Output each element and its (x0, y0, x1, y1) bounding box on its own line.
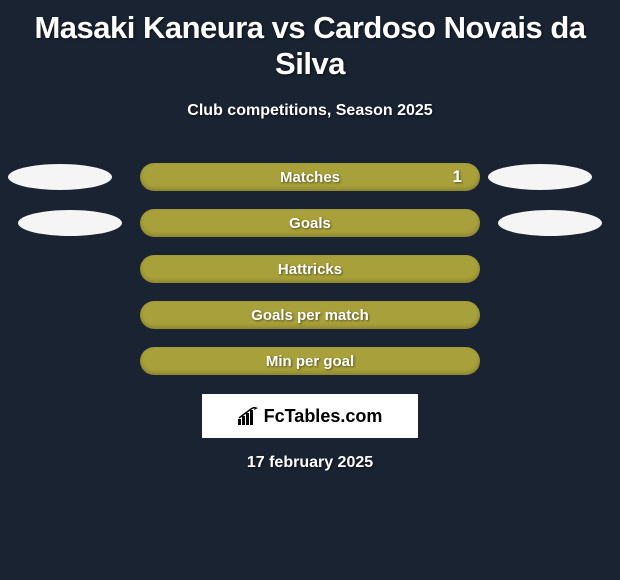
chart-icon (238, 407, 260, 425)
stat-value-right: 1 (453, 167, 462, 187)
right-ellipse (498, 210, 602, 236)
stat-row: Goals (0, 208, 620, 238)
left-ellipse (18, 210, 122, 236)
stat-bar: Matches 1 (140, 163, 480, 191)
logo-text: FcTables.com (238, 406, 383, 427)
right-ellipse (488, 164, 592, 190)
stat-label: Hattricks (278, 261, 342, 278)
stat-row: Min per goal (0, 346, 620, 376)
stat-bar: Goals (140, 209, 480, 237)
logo-box: FcTables.com (202, 394, 418, 438)
date-text: 17 february 2025 (0, 454, 620, 472)
stat-row: Matches 1 (0, 162, 620, 192)
left-ellipse (8, 164, 112, 190)
stats-container: Matches 1 Goals Hattricks Goals per match Min… (0, 162, 620, 376)
stat-row: Goals per match (0, 300, 620, 330)
stat-bar: Goals per match (140, 301, 480, 329)
stat-row: Hattricks (0, 254, 620, 284)
subtitle: Club competitions, Season 2025 (0, 102, 620, 120)
stat-label: Min per goal (266, 353, 354, 370)
logo-label: FcTables.com (264, 406, 383, 427)
stat-bar: Hattricks (140, 255, 480, 283)
stat-label: Matches (280, 169, 340, 186)
stat-label: Goals per match (251, 307, 369, 324)
stat-label: Goals (289, 215, 331, 232)
title: Masaki Kaneura vs Cardoso Novais da Silv… (0, 0, 620, 82)
stat-bar: Min per goal (140, 347, 480, 375)
